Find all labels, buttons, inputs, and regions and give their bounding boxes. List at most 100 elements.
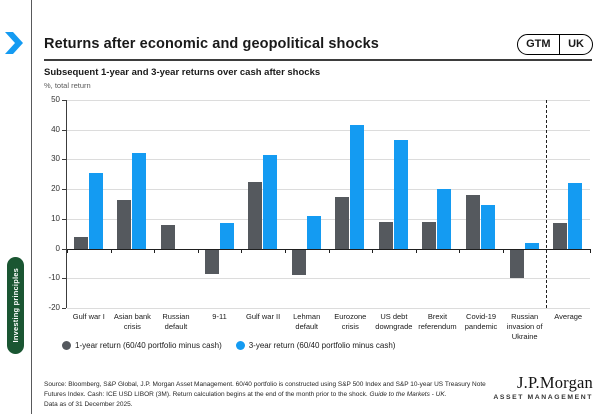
x-axis-tick xyxy=(284,248,286,253)
asset-management-label: ASSET MANAGEMENT xyxy=(493,394,593,401)
y-axis-tick xyxy=(62,159,66,161)
bar-1-year-return xyxy=(204,248,219,274)
x-category-label: Russian default xyxy=(162,312,190,331)
x-axis-tick xyxy=(590,248,591,253)
page-title: Returns after economic and geopolitical … xyxy=(44,36,379,52)
y-axis-tick xyxy=(62,100,66,101)
bar-1-year-return xyxy=(291,248,306,276)
chart-title: Subsequent 1-year and 3-year returns ove… xyxy=(44,67,321,78)
x-axis-tick xyxy=(67,248,68,253)
legend-item: 1-year return (60/40 portfolio minus cas… xyxy=(62,341,222,350)
y-gridline xyxy=(67,159,590,161)
x-category-label: Gulf war I xyxy=(72,312,105,321)
y-gridline xyxy=(67,189,590,191)
x-axis-tick xyxy=(415,248,417,253)
investing-principles-label: Investing principles xyxy=(11,268,20,343)
y-gridline xyxy=(67,218,590,220)
bar-3-year-return xyxy=(481,205,496,249)
bar-chart-plot-area: 50 40 30 20 10 0 -10 -20 Gulf war I Asian bank cr… xyxy=(48,95,591,341)
x-axis-tick xyxy=(110,248,112,253)
y-gridline xyxy=(67,100,590,101)
legend-label: 3-year return (60/40 portfolio minus cas… xyxy=(248,341,396,350)
gtm-label: GTM xyxy=(526,38,551,50)
x-axis-tick xyxy=(459,248,461,253)
x-category-label: Russian invasion of Ukraine xyxy=(506,312,543,341)
x-category-label: Average xyxy=(554,312,583,321)
region-label: UK xyxy=(568,38,584,50)
x-axis-tick xyxy=(372,248,374,253)
x-axis-tick xyxy=(154,248,156,253)
y-tick-label: 30 xyxy=(51,154,60,164)
x-category-label: Lehman default xyxy=(293,312,321,331)
chevron-right-icon xyxy=(5,32,23,54)
x-category-label: Gulf war II xyxy=(246,312,281,321)
jpmorgan-wordmark: J.P.Morgan xyxy=(517,373,593,392)
legend-dot xyxy=(62,341,71,350)
bar-1-year-return xyxy=(73,236,88,249)
legend-item: 3-year return (60/40 portfolio minus cas… xyxy=(235,341,396,350)
x-axis-tick xyxy=(328,248,330,253)
chart-axis-note: %, total return xyxy=(44,81,91,90)
gtm-publication-name: Guide to the Markets - UK. xyxy=(369,390,447,398)
x-category-label: Asian bank crisis xyxy=(113,312,151,331)
bar-3-year-return xyxy=(350,125,365,249)
y-tick-label: 20 xyxy=(51,184,60,194)
bar-3-year-return xyxy=(219,223,234,249)
bar-1-year-return xyxy=(335,196,350,249)
y-gridline xyxy=(67,308,590,309)
left-margin-divider xyxy=(31,0,32,414)
y-axis-tick xyxy=(62,278,66,280)
x-axis-tick xyxy=(197,248,199,253)
source-line: Futures Index. Cash: ICE USD LIBOR (3M).… xyxy=(44,390,447,398)
y-gridline xyxy=(67,129,590,131)
chart-legend: 1-year return (60/40 portfolio minus cas… xyxy=(62,341,395,350)
gtm-uk-badge: GTM UK xyxy=(517,34,593,55)
y-gridline xyxy=(67,278,590,280)
bar-1-year-return xyxy=(117,199,132,249)
legend-dot xyxy=(235,341,245,350)
x-axis-tick xyxy=(241,248,243,253)
y-tick-label: 40 xyxy=(51,124,60,134)
bar-3-year-return xyxy=(437,189,452,249)
bar-3-year-return xyxy=(393,140,408,249)
x-category-label: Covid-19 pandemic xyxy=(464,312,498,331)
bar-1-year-return xyxy=(378,221,393,249)
data-as-of-line: Data as of 31 December 2025. xyxy=(44,400,133,408)
y-axis-tick xyxy=(62,218,66,220)
y-tick-label: 50 xyxy=(51,95,60,104)
footer-source: Source: Bloomberg, S&P Global, J.P. Morg… xyxy=(44,380,486,409)
x-category-label: 9-11 xyxy=(212,312,227,321)
title-rule xyxy=(44,59,592,61)
bar-3-year-return xyxy=(524,242,539,249)
investing-principles-tab: Investing principles xyxy=(7,257,24,354)
bar-1-year-return xyxy=(422,221,437,249)
bar-1-year-return xyxy=(553,223,568,249)
y-axis-tick xyxy=(62,308,66,309)
bar-3-year-return xyxy=(263,154,278,249)
bar-3-year-return xyxy=(306,215,321,249)
y-axis-tick xyxy=(62,248,66,250)
x-axis-tick xyxy=(502,248,504,253)
y-axis-tick xyxy=(62,189,66,191)
bar-3-year-return xyxy=(568,183,583,249)
jpmorgan-logo: J.P.Morgan ASSET MANAGEMENT xyxy=(493,373,593,401)
bar-1-year-return xyxy=(509,248,524,279)
badge-divider xyxy=(558,35,561,54)
x-category-label: Eurozone crisis xyxy=(334,312,367,331)
y-tick-label: 0 xyxy=(55,243,60,253)
x-category-label: US debt downgrade xyxy=(375,312,413,331)
legend-label: 1-year return (60/40 portfolio minus cas… xyxy=(75,341,222,350)
y-tick-label: 10 xyxy=(51,213,60,223)
bar-1-year-return xyxy=(466,195,481,249)
average-separator-dashed-line xyxy=(546,100,548,308)
x-category-label: Brexit referendum xyxy=(418,312,457,331)
bar-3-year-return xyxy=(132,153,147,249)
bar-1-year-return xyxy=(160,224,175,249)
y-axis-line xyxy=(66,100,67,308)
y-tick-label: -10 xyxy=(48,273,60,283)
y-tick-label: -20 xyxy=(48,303,60,312)
bar-3-year-return xyxy=(88,172,103,249)
source-line: Source: Bloomberg, S&P Global, J.P. Morg… xyxy=(44,381,486,388)
bar-1-year-return xyxy=(248,181,263,249)
